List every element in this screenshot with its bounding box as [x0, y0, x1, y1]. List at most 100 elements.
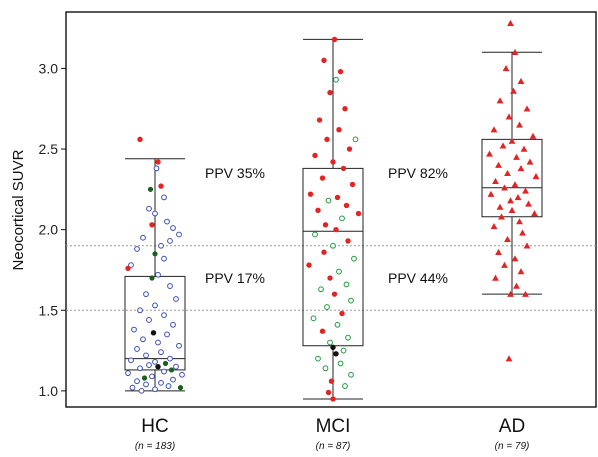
data-point: [140, 336, 146, 343]
data-point: [173, 363, 179, 370]
data-point: [507, 197, 514, 204]
data-point: [164, 218, 170, 225]
data-point: [505, 113, 513, 120]
data-point: [162, 360, 169, 367]
data-point: [337, 360, 344, 367]
data-point: [134, 378, 140, 385]
x-category-label: HC: [141, 416, 168, 437]
data-point: [348, 371, 354, 378]
sample-size-label: (n = 87): [316, 441, 351, 452]
data-point: [327, 89, 333, 96]
data-point: [355, 210, 362, 217]
y-axis: 1.0 1.5 2.0 2.5 3.0: [39, 60, 66, 399]
data-point: [343, 202, 350, 209]
data-point: [496, 203, 504, 210]
data-point: [519, 229, 526, 236]
data-point: [526, 158, 534, 165]
data-point: [307, 191, 314, 197]
x-axis: HC (n = 183) MCI (n = 87) AD (n = 79): [135, 416, 530, 452]
data-point: [318, 286, 324, 293]
data-point: [516, 218, 523, 225]
data-point: [155, 363, 161, 370]
data-point: [523, 105, 531, 112]
data-point: [152, 251, 158, 257]
y-tick-label: 1.0: [39, 383, 59, 399]
data-point: [334, 321, 341, 328]
data-point: [342, 106, 348, 112]
data-point: [336, 126, 342, 133]
data-point: [507, 290, 514, 297]
data-point: [161, 194, 167, 201]
y-tick-label: 2.5: [39, 141, 59, 157]
data-point: [125, 370, 131, 377]
data-point: [501, 184, 508, 191]
data-point: [137, 365, 143, 372]
data-point: [165, 383, 172, 389]
data-point: [520, 145, 528, 152]
data-point: [511, 48, 519, 56]
data-point: [517, 268, 525, 275]
data-point: [143, 381, 149, 388]
data-point: [486, 150, 493, 157]
data-point: [330, 344, 336, 351]
data-point: [513, 153, 520, 160]
data-point: [146, 362, 152, 368]
data-point: [141, 375, 148, 381]
data-point: [167, 238, 173, 244]
data-point: [333, 76, 339, 83]
data-point: [327, 339, 333, 346]
data-point: [351, 255, 357, 262]
data-point: [529, 132, 537, 139]
data-point: [140, 234, 146, 241]
data-point: [322, 222, 329, 228]
data-point: [161, 368, 167, 375]
data-point: [531, 210, 538, 217]
data-point: [525, 200, 532, 207]
data-point: [312, 231, 318, 238]
data-point: [158, 379, 164, 386]
data-point: [152, 302, 158, 309]
data-point: [325, 197, 332, 204]
data-point: [514, 194, 522, 201]
data-point: [331, 36, 338, 43]
data-point: [345, 334, 351, 341]
data-point: [334, 194, 341, 201]
data-point: [134, 346, 140, 352]
data-point: [339, 310, 345, 317]
data-point: [149, 373, 155, 380]
data-point: [310, 315, 317, 322]
data-point: [134, 246, 140, 252]
data-point: [152, 210, 158, 217]
data-point: [508, 206, 516, 214]
data-point: [499, 142, 507, 149]
data-point: [324, 304, 330, 310]
data-point: [315, 207, 321, 214]
y-tick-label: 1.5: [39, 302, 59, 318]
data-point: [152, 358, 158, 365]
data-point: [490, 223, 498, 230]
data-point: [321, 57, 327, 64]
data-point: [504, 169, 511, 176]
data-point: [155, 271, 161, 278]
points-hc: [125, 136, 185, 394]
data-point: [336, 268, 342, 275]
sample-size-label: (n = 79): [495, 441, 530, 452]
data-point: [495, 248, 502, 255]
data-point: [137, 307, 143, 314]
data-point: [487, 190, 495, 197]
data-point: [143, 352, 149, 359]
data-points: [125, 19, 540, 402]
points-ad: [486, 19, 540, 362]
data-point: [319, 175, 326, 181]
data-point: [128, 262, 134, 269]
data-point: [504, 235, 511, 243]
data-point: [147, 186, 154, 192]
data-point: [523, 242, 531, 249]
data-point: [131, 326, 137, 333]
data-point: [138, 387, 145, 394]
data-point: [522, 290, 529, 297]
data-point: [306, 262, 312, 268]
data-point: [490, 126, 498, 133]
data-point: [340, 165, 347, 172]
